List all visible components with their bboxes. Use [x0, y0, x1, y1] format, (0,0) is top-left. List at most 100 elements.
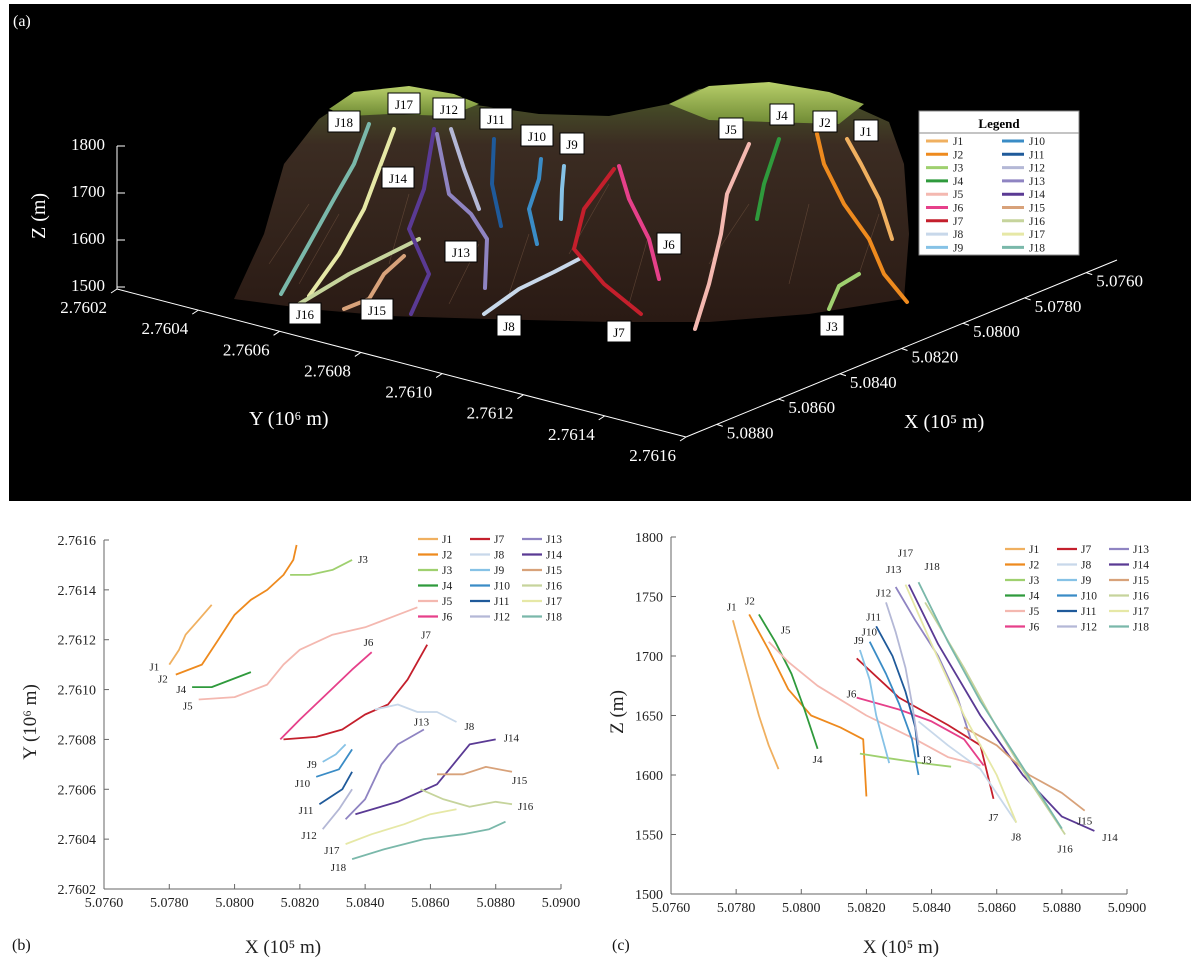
- legend-label-j11: J11: [1081, 606, 1097, 618]
- tag-text: J8: [503, 319, 515, 334]
- y-tick-2.7612: 2.7612: [467, 404, 514, 423]
- legend-label-j7: J7: [1081, 544, 1091, 556]
- tag-box: [444, 240, 478, 263]
- channel-j11: [490, 137, 503, 228]
- tag-text: J7: [613, 325, 625, 340]
- series-line-j15: [437, 765, 513, 776]
- line-label-j16: J16: [518, 801, 534, 813]
- legend-label-j11: J11: [494, 596, 510, 608]
- tag-box: [559, 132, 585, 155]
- line-label-j7: J7: [989, 812, 999, 824]
- line-label-j17: J17: [324, 845, 340, 857]
- tag-j1: J1: [853, 119, 879, 142]
- y-tick-2.7604: 2.7604: [58, 833, 97, 848]
- series-line-j18: [351, 820, 506, 860]
- line-label-j12: J12: [301, 830, 316, 842]
- x-tick-5.0860: 5.0860: [411, 896, 450, 911]
- legend-label-j15: J15: [1029, 203, 1045, 215]
- line-label-j1: J1: [150, 662, 160, 674]
- tag-box: [360, 298, 394, 321]
- y-tick-2.7612: 2.7612: [58, 634, 97, 649]
- channel-j5: [693, 142, 751, 331]
- y-axis-label: Y (10⁶ m): [249, 408, 329, 430]
- line-label-j7: J7: [421, 630, 431, 642]
- legend-label-j9: J9: [1081, 575, 1091, 587]
- channel-j10: [527, 157, 543, 246]
- legend-c: J1 J2 J3 J4 J5 J6 J7 J8 J9 J10 J11 J12 J13 J14 J15 J16 J…: [1005, 544, 1149, 634]
- y-tick-1800: 1800: [635, 531, 663, 546]
- channel-tags: J18 J17 J12 J11 J10 J9 J14 J13 J16 J15 J8 J7 J6 J5 J4 J…: [288, 92, 879, 343]
- legend-label-j13: J13: [546, 534, 562, 546]
- line-label-j9: J9: [854, 635, 864, 647]
- series-line-j8: [374, 703, 457, 723]
- series-line-j2: [175, 544, 298, 676]
- legend-label-j17: J17: [546, 596, 562, 608]
- x-tick-5.0820: 5.0820: [847, 901, 886, 916]
- channel-j12: [449, 127, 481, 211]
- x-tick-5.0760: 5.0760: [85, 896, 124, 911]
- series-line-j6: [856, 696, 985, 767]
- line-label-j13: J13: [886, 564, 902, 576]
- legend-label-j7: J7: [953, 216, 963, 228]
- series-line-j6: [279, 651, 373, 741]
- tag-j9: J9: [559, 132, 585, 155]
- series-line-j12: [885, 602, 920, 746]
- legend-label-j2: J2: [953, 149, 963, 161]
- tag-text: J15: [368, 303, 386, 318]
- legend-label-j1: J1: [953, 136, 963, 148]
- y-tick-1600: 1600: [635, 769, 663, 784]
- channel-j6: [617, 164, 661, 281]
- series-line-j5: [768, 641, 981, 767]
- legend-label-j9: J9: [494, 565, 504, 577]
- tag-text: J11: [487, 112, 505, 127]
- x-tick-5.0800: 5.0800: [973, 322, 1020, 341]
- tag-text: J14: [389, 171, 408, 186]
- x-tick-5.0820: 5.0820: [912, 348, 959, 367]
- z-tick-1700: 1700: [71, 182, 105, 201]
- z-tick-1600: 1600: [71, 229, 105, 248]
- line-label-j6: J6: [364, 637, 374, 649]
- tag-box: [520, 124, 554, 147]
- legend-label-j8: J8: [953, 229, 963, 241]
- legend-label-j14: J14: [1029, 189, 1045, 201]
- series-line-j17: [904, 584, 1018, 823]
- legend-label-j10: J10: [1029, 136, 1045, 148]
- x-tickmark: [716, 423, 723, 427]
- panel-a-label: (a): [13, 13, 31, 30]
- y-tick-2.7602: 2.7602: [58, 883, 97, 898]
- legend-label-j16: J16: [1133, 591, 1149, 603]
- y-tick-2.7610: 2.7610: [58, 684, 97, 699]
- tag-box: [479, 107, 513, 130]
- series-c: [732, 581, 1095, 835]
- line-label-j15: J15: [1077, 816, 1093, 828]
- legend-label-j11: J11: [1029, 149, 1045, 161]
- z-ticks: 1800 1700 1600 1500: [71, 135, 105, 295]
- tag-j16: J16: [288, 302, 322, 325]
- y-axis-label-b: Y (10⁶ m): [20, 684, 41, 760]
- tag-box: [381, 166, 415, 189]
- y-tick-1750: 1750: [635, 591, 663, 606]
- y-tickmark: [598, 415, 605, 421]
- tag-text: J9: [566, 137, 578, 152]
- y-tickmark: [679, 436, 687, 442]
- legend-label-j1: J1: [1029, 544, 1039, 556]
- series-line-j9: [859, 649, 891, 764]
- tag-box: [432, 97, 466, 120]
- line-label-j10: J10: [295, 778, 311, 790]
- x-tick-5.0860: 5.0860: [788, 398, 835, 417]
- tag-j18: J18: [327, 110, 361, 133]
- tag-j2: J2: [812, 110, 838, 133]
- legend-label-j15: J15: [546, 565, 562, 577]
- legend-label-j6: J6: [953, 203, 963, 215]
- line-label-j3: J3: [922, 755, 932, 767]
- tag-text: J16: [296, 307, 315, 322]
- x-tick-5.0840: 5.0840: [850, 373, 897, 392]
- series-line-j18: [917, 581, 1063, 830]
- series-line-j9: [322, 743, 347, 763]
- y-tick-1550: 1550: [635, 829, 663, 844]
- legend-label-j18: J18: [1029, 242, 1045, 254]
- tag-box: [387, 92, 421, 115]
- tag-box: [819, 314, 845, 337]
- legend-label-j2: J2: [1029, 560, 1039, 572]
